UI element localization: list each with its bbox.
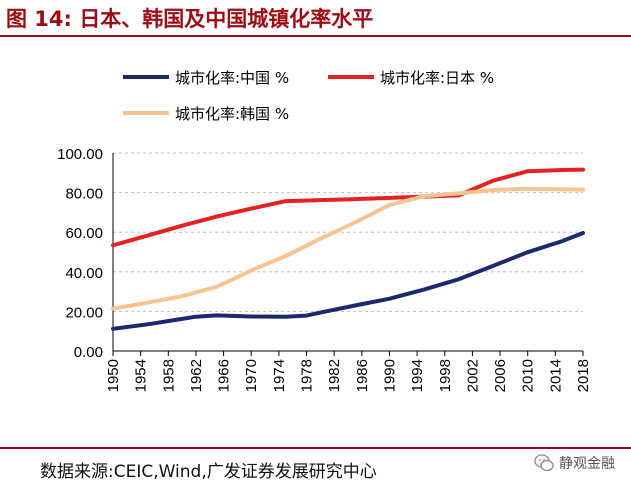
x-tick-label: 2002: [464, 359, 481, 392]
x-tick-labels: 1950 1954 1958 1962 1966 1970 1974 1978 1982 1986…: [105, 359, 592, 392]
figure-title: 图 14: 日本、韩国及中国城镇化率水平: [6, 7, 374, 31]
source-rule: [0, 447, 631, 449]
x-tick-label: 1990: [381, 359, 398, 392]
x-tick-label: 1982: [326, 359, 343, 392]
x-tick-label: 1966: [216, 359, 233, 392]
series-lines: [111, 167, 585, 331]
x-tick-label: 1998: [437, 359, 454, 392]
wechat-icon: [534, 454, 554, 472]
x-tick-label: 1994: [409, 359, 426, 392]
watermark-text: 静观金融: [559, 456, 615, 472]
title-rule: [0, 35, 631, 37]
y-tick-label: 60.00: [65, 225, 103, 242]
y-tick-label: 100.00: [57, 146, 103, 163]
legend-label-japan: 城市化率:日本 %: [380, 69, 494, 87]
x-tick-label: 2018: [575, 359, 592, 392]
grid-lines: [113, 152, 583, 312]
series-line-korea: [111, 186, 585, 311]
x-tick-label: 1954: [133, 359, 150, 392]
x-tick-label: 1974: [271, 359, 288, 392]
y-tick-label: 80.00: [65, 186, 103, 203]
y-tick-label: 40.00: [65, 265, 103, 282]
axes: [112, 153, 584, 356]
source-note: 数据来源:CEIC,Wind,广发证券发展研究中心: [40, 462, 377, 482]
y-tick-labels: 0.00 20.00 40.00 60.00 80.00 100.00: [57, 146, 103, 361]
y-tick-label: 0.00: [74, 344, 103, 361]
x-tick-label: 2006: [492, 359, 509, 392]
x-tick-label: 1970: [243, 359, 260, 392]
x-tick-label: 1950: [105, 359, 122, 392]
watermark: 静观金融: [534, 453, 615, 473]
legend-label-china: 城市化率:中国 %: [175, 69, 289, 87]
series-line-japan: [111, 167, 585, 248]
x-tick-label: 1986: [354, 359, 371, 392]
x-tick-label: 1978: [299, 359, 316, 392]
x-tick-label: 2010: [520, 359, 537, 392]
x-tick-label: 1958: [160, 359, 177, 392]
y-tick-label: 20.00: [65, 304, 103, 321]
x-tick-label: 1962: [188, 359, 205, 392]
x-tick-label: 2014: [547, 359, 564, 392]
legend: 城市化率:中国 % 城市化率:日本 % 城市化率:韩国 %: [123, 69, 494, 123]
series-line-china: [111, 231, 585, 331]
legend-label-korea: 城市化率:韩国 %: [175, 105, 289, 123]
